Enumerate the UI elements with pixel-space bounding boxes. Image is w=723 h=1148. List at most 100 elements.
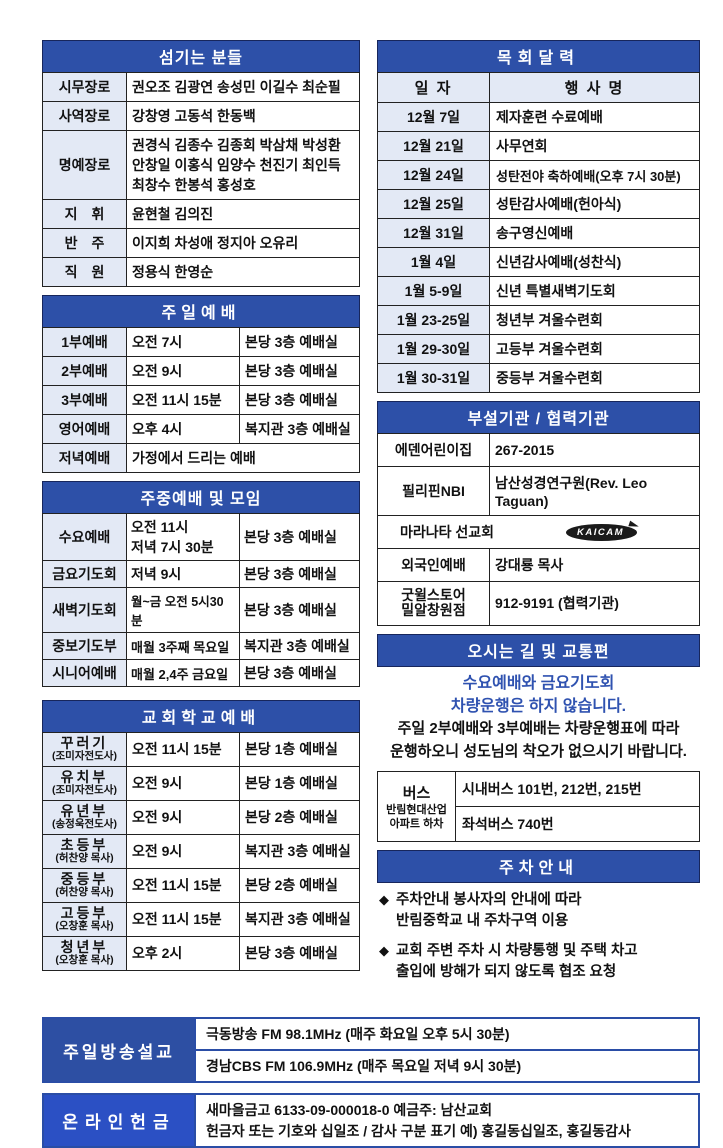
church-school-section: 교회학교예배 꾸러기 (조미자전도사) 오전 11시 15분 본당 1층 예배실 [42, 700, 360, 971]
table-row: 1월 5-9일 신년 특별새벽기도회 [377, 276, 700, 306]
row-label: 시무장로 [42, 72, 127, 102]
org-label-line-1: 굿윌스토어 [401, 587, 466, 603]
bus-route-city: 시내버스 101번, 212번, 215번 [455, 771, 700, 808]
row-time: 월~금 오전 5시30분 [126, 587, 240, 633]
parking-item: ◆ 교회 주변 주차 시 차량통행 및 주택 차고 출입에 방해가 되지 않도록… [379, 941, 700, 983]
row-label: 지 휘 [42, 199, 127, 229]
bus-stop-line-2: 아파트 하차 [389, 818, 444, 831]
table-row: 청년부 (오창훈 목사) 오후 2시 본당 3층 예배실 [42, 935, 360, 971]
row-place: 본당 3층 예배실 [239, 560, 360, 588]
kaicam-logo-shape: KAICAM [566, 520, 640, 541]
parking-line-1: 주차안내 봉사자의 안내에 따라 [396, 892, 582, 909]
table-row: 유년부 (송정욱전도사) 오전 9시 본당 2층 예배실 [42, 799, 360, 835]
event-name: 중등부 겨울수련회 [489, 363, 700, 393]
row-time: 매월 3주째 목요일 [126, 632, 240, 660]
table-row: 에덴어린이집 267-2015 [377, 433, 700, 467]
table-row: 고등부 (오창훈 목사) 오전 11시 15분 복지관 3층 예배실 [42, 901, 360, 937]
table-row: 3부예배 오전 11시 15분 본당 3층 예배실 [42, 385, 360, 415]
time-line-2: 저녁 7시 30분 [131, 539, 214, 555]
calendar-table: 일 자 행 사 명 12월 7일 제자훈련 수료예배 12월 21일 사무연회 [377, 72, 700, 393]
event-date: 1월 4일 [377, 247, 490, 277]
row-time: 오전 11시 저녁 7시 30분 [126, 513, 240, 561]
event-name: 성탄감사예배(헌아식) [489, 189, 700, 219]
org-value: 267-2015 [489, 433, 700, 467]
row-label: 꾸러기 (조미자전도사) [42, 732, 127, 767]
table-row: 주일방송설교 극동방송 FM 98.1MHz (매주 화요일 오후 5시 30분… [42, 1017, 700, 1084]
row-label: 명예장로 [42, 130, 127, 200]
row-place: 복지관 3층 예배실 [239, 833, 360, 869]
table-row: 굿윌스토어 밀알창원점 912-9191 (협력기관) [377, 581, 700, 626]
table-row: 수요예배 오전 11시 저녁 7시 30분 본당 3층 예배실 [42, 513, 360, 561]
sunday-worship-section: 주일예배 1부예배 오전 7시 본당 3층 예배실 2부예배 오전 9시 본당 … [42, 295, 360, 473]
event-name: 청년부 겨울수련회 [489, 305, 700, 335]
dept-name: 초등부 [60, 836, 109, 853]
org-label: 에덴어린이집 [377, 433, 490, 467]
row-label: 사역장로 [42, 101, 127, 131]
kaicam-logo-text: KAICAM [566, 523, 637, 541]
table-row: 사역장로 강창영 고동석 한동백 [42, 101, 360, 131]
bus-route-express: 좌석버스 740번 [455, 806, 700, 843]
table-row: 12월 21일 사무연회 [377, 131, 700, 161]
diamond-bullet-icon: ◆ [379, 892, 389, 908]
org-label: 필리핀NBI [377, 466, 490, 516]
event-name: 신년 특별새벽기도회 [489, 276, 700, 306]
event-date: 1월 5-9일 [377, 276, 490, 306]
dept-leader: (조미자전도사) [52, 750, 117, 763]
row-label: 1부예배 [42, 327, 127, 357]
event-date: 12월 7일 [377, 102, 490, 132]
row-label: 초등부 (허찬양 목사) [42, 833, 127, 869]
event-name: 사무연회 [489, 131, 700, 161]
broadcast-row-cbs: 경남CBS FM 106.9MHz (매주 목요일 저녁 9시 30분) [194, 1049, 700, 1084]
table-row: 12월 25일 성탄감사예배(헌아식) [377, 189, 700, 219]
dept-leader: (오창훈 목사) [55, 954, 114, 967]
row-value: 정용식 한영순 [126, 257, 360, 287]
calendar-section: 목회달력 일 자 행 사 명 12월 7일 제자훈련 수료예배 12 [377, 40, 700, 393]
table-row: 경남CBS FM 106.9MHz (매주 목요일 저녁 9시 30분) [43, 1049, 700, 1084]
table-row: 외국인예배 강대룡 목사 [377, 548, 700, 582]
table-row: 시무장로 권오조 김광연 송성민 이길수 최순필 [42, 72, 360, 102]
row-label: 청년부 (오창훈 목사) [42, 935, 127, 971]
servants-section-title: 섬기는 분들 [42, 40, 360, 73]
table-row: 1월 4일 신년감사예배(성찬식) [377, 247, 700, 277]
table-row: 꾸러기 (조미자전도사) 오전 11시 15분 본당 1층 예배실 [42, 732, 360, 767]
row-label: 시니어예배 [42, 659, 127, 687]
table-row: 영어예배 오후 4시 복지관 3층 예배실 [42, 414, 360, 444]
dept-name: 중등부 [60, 870, 109, 887]
directions-notice-blue-1: 수요예배와 금요기도회 [462, 674, 615, 692]
table-row: 온라인헌금 새마을금고 6133-09-000018-0 예금주: 남산교회 헌… [42, 1093, 700, 1148]
row-label: 저녁예배 [42, 443, 127, 473]
row-place: 본당 3층 예배실 [239, 513, 360, 561]
parking-item-text: 교회 주변 주차 시 차량통행 및 주택 차고 출입에 방해가 되지 않도록 협… [396, 941, 638, 983]
row-label: 유년부 (송정욱전도사) [42, 799, 127, 835]
online-account-line: 새마을금고 6133-09-000018-0 예금주: 남산교회 [206, 1102, 493, 1119]
dept-leader: (허찬양 목사) [55, 886, 114, 899]
directions-body: 수요예배와 금요기도회 차량운행은 하지 않습니다. 주일 2부예배와 3부예배… [377, 666, 700, 843]
sunday-worship-title: 주일예배 [42, 295, 360, 328]
event-name: 송구영신예배 [489, 218, 700, 248]
weekday-worship-title: 주중예배 및 모임 [42, 481, 360, 514]
org-label-line-2: 밀알창원점 [401, 602, 466, 619]
row-place: 복지관 3층 예배실 [239, 901, 360, 937]
row-value: 권경식 김종수 김종회 박삼채 박성환 안창일 이홍식 임양수 천진기 최인득 … [126, 130, 360, 200]
table-row: 유치부 (조미자전도사) 오전 9시 본당 1층 예배실 [42, 765, 360, 801]
row-label: 직 원 [42, 257, 127, 287]
online-offering-label: 온라인헌금 [42, 1093, 196, 1148]
bus-stop-line-1: 반림현대산업 [386, 803, 447, 816]
row-time: 오전 9시 [126, 765, 240, 801]
table-row: 1월 29-30일 고등부 겨울수련회 [377, 334, 700, 364]
broadcast-row-fm: 극동방송 FM 98.1MHz (매주 화요일 오후 5시 30분) [194, 1017, 700, 1052]
bulletin-page: 섬기는 분들 시무장로 권오조 김광연 송성민 이길수 최순필 사역장로 강창영… [42, 40, 700, 1148]
row-place: 본당 3층 예배실 [239, 385, 360, 415]
parking-title: 주차안내 [377, 850, 700, 884]
church-school-title: 교회학교예배 [42, 700, 360, 733]
table-row: 1월 23-25일 청년부 겨울수련회 [377, 305, 700, 335]
org-value: 남산성경연구원(Rev. Leo Taguan) [489, 466, 700, 516]
row-place: 본당 1층 예배실 [239, 732, 360, 767]
org-value: 912-9191 (협력기관) [489, 581, 700, 626]
parking-item-text: 주차안내 봉사자의 안내에 따라 반림중학교 내 주차구역 이용 [396, 890, 582, 932]
table-row: 금요기도회 저녁 9시 본당 3층 예배실 [42, 560, 360, 588]
row-value: 권오조 김광연 송성민 이길수 최순필 [126, 72, 360, 102]
orgs-title: 부설기관 / 협력기관 [377, 401, 700, 434]
online-offering-details: 새마을금고 6133-09-000018-0 예금주: 남산교회 헌금자 또는 … [194, 1093, 700, 1148]
table-row: 12월 31일 송구영신예배 [377, 218, 700, 248]
